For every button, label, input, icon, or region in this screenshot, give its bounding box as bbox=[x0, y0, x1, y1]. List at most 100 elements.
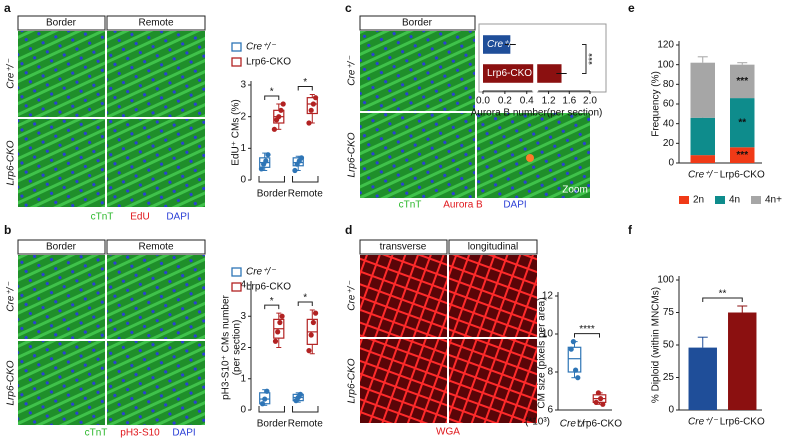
significance-label: * bbox=[270, 296, 274, 307]
x-tick-label: Lrp6-CKO bbox=[720, 417, 765, 428]
data-point bbox=[308, 332, 314, 338]
header-box bbox=[17, 15, 106, 31]
x-tick-label: 0.4 bbox=[520, 96, 534, 107]
panel-label: a bbox=[4, 1, 11, 15]
bar bbox=[483, 64, 562, 83]
y-axis-label: % Diploid (within MNCMs) bbox=[651, 287, 662, 403]
panel-label: d bbox=[345, 223, 352, 237]
column-header: Border bbox=[46, 18, 77, 29]
y-axis-label: Frequency (%) bbox=[651, 71, 662, 137]
significance-bracket bbox=[582, 44, 587, 74]
stain-label: EdU bbox=[130, 212, 149, 223]
y-tick-label: 1 bbox=[240, 143, 246, 154]
data-point bbox=[310, 319, 316, 326]
x-tick-label: 2.0 bbox=[583, 96, 597, 107]
bar bbox=[728, 312, 757, 410]
significance-bracket bbox=[264, 95, 280, 100]
stain-label: pH3-S10 bbox=[120, 428, 160, 439]
significance-bracket bbox=[264, 304, 280, 310]
data-point bbox=[277, 319, 283, 326]
x-tick-label: Cre⁺/⁻ bbox=[560, 419, 590, 430]
micrograph bbox=[107, 31, 205, 117]
data-point bbox=[258, 166, 265, 172]
stain-label: cTnT bbox=[85, 428, 108, 439]
panel-label: e bbox=[628, 1, 635, 15]
header-box bbox=[359, 15, 476, 31]
stain-label: DAPI bbox=[172, 428, 195, 439]
micrograph bbox=[18, 31, 105, 117]
significance-label: *** bbox=[736, 76, 748, 87]
data-point bbox=[306, 120, 312, 126]
data-point bbox=[271, 126, 277, 132]
data-point bbox=[297, 391, 304, 397]
bar bbox=[483, 35, 511, 54]
legend-label: 4n+ bbox=[765, 195, 782, 206]
significance-label: *** bbox=[588, 53, 599, 65]
stain-label: DAPI bbox=[503, 200, 526, 211]
legend-swatch bbox=[715, 196, 725, 204]
y-tick-label: 0 bbox=[668, 405, 674, 416]
y-tick-label: 2 bbox=[240, 111, 246, 122]
significance-bracket bbox=[297, 301, 313, 306]
y-tick-label: 0 bbox=[240, 405, 246, 416]
image-panel-a: Border Remote Cre⁺/⁻ Lrp6-CKO cTnT EdU D… bbox=[6, 15, 206, 223]
column-header: Border bbox=[402, 18, 433, 29]
stain-label: Aurora B bbox=[443, 200, 483, 211]
bar-segment bbox=[690, 62, 715, 118]
x-tick-label: 1.2 bbox=[542, 96, 556, 107]
axis-break-gap bbox=[533, 25, 538, 95]
significance-label: ** bbox=[719, 289, 727, 300]
row-label: Cre⁺/⁻ bbox=[347, 281, 358, 311]
data-point bbox=[593, 399, 599, 405]
legend-swatch bbox=[751, 196, 761, 204]
y-tick-label: 80 bbox=[663, 79, 675, 90]
header-box bbox=[106, 15, 206, 31]
data-point bbox=[265, 152, 271, 158]
y-tick-label: 3 bbox=[240, 80, 246, 91]
header-box bbox=[448, 239, 538, 255]
legend-swatch bbox=[679, 196, 689, 204]
data-point bbox=[595, 390, 602, 396]
bar-label: Cre⁺/⁻ bbox=[487, 39, 517, 50]
category-bracket bbox=[292, 176, 319, 183]
data-point bbox=[308, 107, 314, 113]
row-label: Cre⁺/⁻ bbox=[6, 59, 17, 89]
x-tick-label: Border bbox=[257, 419, 288, 430]
x-tick-label: Remote bbox=[288, 189, 323, 200]
image-panel-d: transverse longitudinal Cre⁺/⁻ Lrp6-CKO … bbox=[347, 239, 538, 438]
micrograph bbox=[360, 113, 475, 198]
panel-label: f bbox=[628, 223, 633, 237]
header-box bbox=[106, 239, 206, 255]
data-point bbox=[312, 310, 319, 316]
legend-swatch bbox=[231, 42, 242, 52]
bar-segment bbox=[690, 155, 715, 163]
x-tick-label: 0.0 bbox=[476, 96, 490, 107]
y-tick-label: 75 bbox=[663, 307, 675, 318]
significance-label: * bbox=[270, 87, 274, 98]
data-point bbox=[598, 396, 604, 402]
y-tick-label: 10 bbox=[542, 329, 554, 340]
panel-label: c bbox=[345, 1, 352, 15]
micrograph bbox=[107, 341, 205, 425]
micrograph bbox=[18, 119, 105, 207]
aurora-b-signal bbox=[526, 154, 534, 162]
significance-label: *** bbox=[736, 150, 748, 161]
data-point bbox=[263, 158, 269, 164]
column-header: longitudinal bbox=[468, 242, 519, 253]
header-box bbox=[359, 239, 448, 255]
data-point bbox=[310, 101, 316, 107]
micrograph bbox=[360, 31, 475, 111]
y-tick-label: 40 bbox=[663, 118, 675, 129]
y-tick-label: 12 bbox=[542, 291, 554, 302]
data-point bbox=[276, 114, 282, 120]
y-tick-label: 2 bbox=[240, 342, 246, 353]
data-point bbox=[278, 107, 284, 113]
micrograph bbox=[449, 255, 537, 337]
data-point bbox=[298, 155, 305, 161]
header-box bbox=[17, 239, 106, 255]
data-point bbox=[280, 101, 286, 107]
y-tick-label: 120 bbox=[657, 40, 674, 51]
x-axis-label: Aurora B number(per section) bbox=[471, 108, 603, 119]
y-tick-label: 20 bbox=[663, 138, 675, 149]
